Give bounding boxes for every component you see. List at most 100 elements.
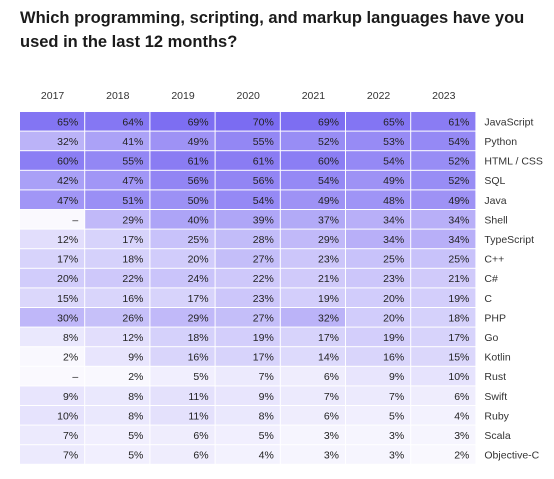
heatmap-cell xyxy=(215,268,280,288)
heatmap-cell xyxy=(150,347,215,366)
heatmap-cell xyxy=(346,445,411,464)
cell-value-label: 9% xyxy=(128,352,143,364)
heatmap-cell xyxy=(20,308,85,327)
heatmap-cell xyxy=(150,210,215,229)
heatmap-cell xyxy=(280,308,345,327)
cell-value-label: 18% xyxy=(122,254,143,266)
cell-value-label: – xyxy=(72,214,78,226)
heatmap-cell xyxy=(20,386,85,405)
heatmap-cell xyxy=(20,288,85,307)
heatmap-cell xyxy=(346,366,411,386)
heatmap-cell xyxy=(411,268,476,288)
year-header-2019: 2019 xyxy=(171,90,195,102)
heatmap-cell xyxy=(280,425,345,445)
cell-value-label: 8% xyxy=(259,410,274,422)
cell-value-label: 60% xyxy=(318,156,339,168)
heatmap-cell xyxy=(20,445,85,464)
heatmap-cell xyxy=(215,151,280,170)
heatmap-cell xyxy=(411,425,476,445)
heatmap-cell xyxy=(20,131,85,151)
cell-value-label: 20% xyxy=(188,254,209,266)
heatmap-cell xyxy=(215,406,280,425)
cell-value-label: 2% xyxy=(454,450,469,462)
cell-value-label: 5% xyxy=(128,450,143,462)
cell-value-label: 19% xyxy=(383,332,404,344)
heatmap-cell xyxy=(150,386,215,405)
cell-value-label: 69% xyxy=(318,116,339,128)
heatmap-cell xyxy=(20,112,85,131)
heatmap-cell xyxy=(411,406,476,425)
cell-value-label: 61% xyxy=(253,156,274,168)
heatmap-cell xyxy=(346,249,411,268)
cell-value-label: 7% xyxy=(259,371,274,383)
cell-value-label: 30% xyxy=(57,312,78,324)
row-label-ruby: Ruby xyxy=(484,410,509,422)
cell-value-label: 5% xyxy=(259,430,274,442)
heatmap-cell xyxy=(150,170,215,190)
cell-value-label: 17% xyxy=(188,293,209,305)
heatmap-cell xyxy=(150,445,215,464)
row-label-java: Java xyxy=(484,195,506,207)
heatmap-cell xyxy=(20,151,85,170)
cell-value-label: 17% xyxy=(57,254,78,266)
heatmap-cell xyxy=(20,210,85,229)
cell-value-label: 56% xyxy=(188,175,209,187)
cell-value-label: 24% xyxy=(188,273,209,285)
cell-value-label: 9% xyxy=(63,391,78,403)
heatmap-cell xyxy=(346,327,411,347)
heatmap-cell xyxy=(85,190,150,209)
row-label-typescript: TypeScript xyxy=(484,234,534,246)
cell-value-label: 3% xyxy=(324,430,339,442)
heatmap-cell xyxy=(411,151,476,170)
heatmap-cell xyxy=(215,229,280,249)
heatmap-cell xyxy=(85,288,150,307)
row-label-html-css: HTML / CSS xyxy=(484,156,543,168)
cell-value-label: 6% xyxy=(324,410,339,422)
cell-value-label: 22% xyxy=(253,273,274,285)
heatmap-cell xyxy=(85,131,150,151)
cell-value-label: 7% xyxy=(389,391,404,403)
cell-value-label: 32% xyxy=(57,136,78,148)
cell-value-label: 56% xyxy=(253,175,274,187)
heatmap-cell xyxy=(411,210,476,229)
cell-value-label: 17% xyxy=(318,332,339,344)
row-label-javascript: JavaScript xyxy=(484,116,533,128)
heatmap-cell xyxy=(346,425,411,445)
heatmap-cell xyxy=(215,327,280,347)
heatmap-cell xyxy=(85,308,150,327)
cell-value-label: 9% xyxy=(259,391,274,403)
heatmap-cell xyxy=(20,347,85,366)
row-label-c-: C++ xyxy=(484,254,504,266)
cell-value-label: 7% xyxy=(63,450,78,462)
heatmap-cell xyxy=(280,210,345,229)
heatmap-cell xyxy=(20,229,85,249)
heatmap-cell xyxy=(280,406,345,425)
heatmap-cell xyxy=(20,249,85,268)
heatmap-cell xyxy=(280,327,345,347)
year-header-2022: 2022 xyxy=(367,90,391,102)
cell-value-label: 14% xyxy=(318,352,339,364)
cell-value-label: 37% xyxy=(318,214,339,226)
year-header-2021: 2021 xyxy=(302,90,326,102)
heatmap-cell xyxy=(346,190,411,209)
heatmap-cell xyxy=(215,170,280,190)
chart-title: Which programming, scripting, and markup… xyxy=(20,9,525,51)
cell-value-label: 4% xyxy=(454,410,469,422)
cell-value-label: 65% xyxy=(57,116,78,128)
cell-value-label: 54% xyxy=(383,156,404,168)
heatmap-cell xyxy=(215,210,280,229)
cell-value-label: 32% xyxy=(318,312,339,324)
cell-value-label: 19% xyxy=(253,332,274,344)
heatmap-cell xyxy=(20,268,85,288)
heatmap-cell xyxy=(346,151,411,170)
heatmap-cell xyxy=(85,347,150,366)
cell-value-label: 5% xyxy=(128,430,143,442)
heatmap-cell xyxy=(280,386,345,405)
cell-value-label: 25% xyxy=(188,234,209,246)
heatmap-cell xyxy=(215,131,280,151)
heatmap-cell xyxy=(411,308,476,327)
cell-value-label: 10% xyxy=(57,410,78,422)
cell-value-label: 10% xyxy=(448,371,469,383)
heatmap-cell xyxy=(150,112,215,131)
cell-value-label: 19% xyxy=(448,293,469,305)
